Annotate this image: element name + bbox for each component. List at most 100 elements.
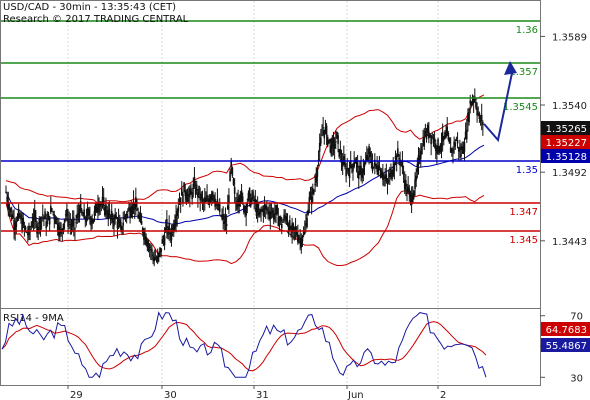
chart-header-title: USD/CAD - 30min - 13:35:43 (CET) [3,2,177,13]
candle-body [220,215,222,217]
candle-body [264,205,267,210]
candle-body [101,196,104,205]
candle-body [116,221,119,229]
candle-body [378,166,381,168]
candle-body [334,141,337,143]
rsi-axis-tick-label: 70 [570,312,583,323]
candle-body [351,165,353,167]
candle-body [295,232,298,235]
candle-body [14,222,16,231]
candle-body [471,100,474,103]
candle-body [18,216,21,218]
candle-body [383,175,385,177]
candle-body [169,232,172,235]
candle-body [331,139,334,149]
candle-body [236,200,238,209]
candle-body [369,151,372,158]
candle-body [297,234,299,243]
candle-body [232,178,235,185]
candle-body [478,113,481,119]
candle-body [365,154,368,161]
candle-body [121,226,123,232]
candle-body [408,188,411,195]
candle-body [405,180,407,187]
candle-body [108,209,111,215]
candle-body [225,224,228,227]
candle-body [266,209,268,211]
candle-body [439,144,442,152]
candle-body [56,223,59,231]
candle-body [21,222,23,231]
candle-body [229,171,231,181]
candle-body [433,138,436,142]
rsi-line [1,311,487,379]
candle-body [95,207,98,213]
candle-body [158,252,160,258]
candle-body [39,220,42,231]
level-label: 1.3545 [503,102,538,113]
candle-body [123,216,126,220]
candle-body [277,216,280,227]
candle-body [185,192,188,200]
candle-body [205,197,207,202]
candle-body [104,207,106,216]
candle-body [418,155,421,162]
candle-body [86,208,89,217]
candle-body [305,223,307,226]
candle-body [63,219,66,223]
candle-body [459,146,461,151]
candle-body [246,203,249,206]
candle-body [97,203,99,211]
candle-body [457,147,460,152]
level-label: 1.35 [516,165,538,176]
candle-body [316,167,319,178]
candle-body [411,193,414,203]
candle-body [20,214,22,220]
candle-body [339,149,342,155]
candle-body [275,205,277,214]
candle-body [477,113,480,115]
candle-body [46,220,49,224]
candle-body [238,196,241,207]
candle-body [403,179,406,190]
candle-body [213,195,215,202]
bollinger-upper-band [5,94,485,204]
candle-body [51,208,53,210]
candle-body [452,148,454,153]
candle-body [344,162,346,167]
candle-body [45,221,48,229]
candle-body [233,187,236,194]
candle-body [253,200,255,202]
candle-body [129,208,131,219]
candle-body [442,136,445,140]
candle-body [139,212,142,222]
candle-body [375,164,377,166]
candle-body [64,214,67,216]
candle-body [467,112,469,122]
candle-body [333,143,336,149]
candle-body [147,243,150,252]
candle-body [353,161,355,167]
candle-body [189,188,191,198]
candle-body [475,102,477,108]
candle-body [89,216,91,219]
candle-body [22,217,25,226]
candle-body [248,188,251,198]
candle-body [206,195,208,201]
candle-body [172,224,175,233]
candle-body [243,205,245,213]
candle-body [33,210,36,220]
candle-body [223,221,226,225]
candle-body [82,215,84,217]
candle-body [222,214,224,220]
candle-body [271,210,274,213]
current-price-label-bg [541,121,590,135]
candle-body [292,223,295,232]
rsi-panel-frame [0,308,541,386]
candle-body [138,215,141,219]
candle-body [218,204,221,213]
candle-body [482,122,484,125]
candle-body [137,214,139,219]
candle-body [107,212,110,220]
candle-body [159,247,161,253]
